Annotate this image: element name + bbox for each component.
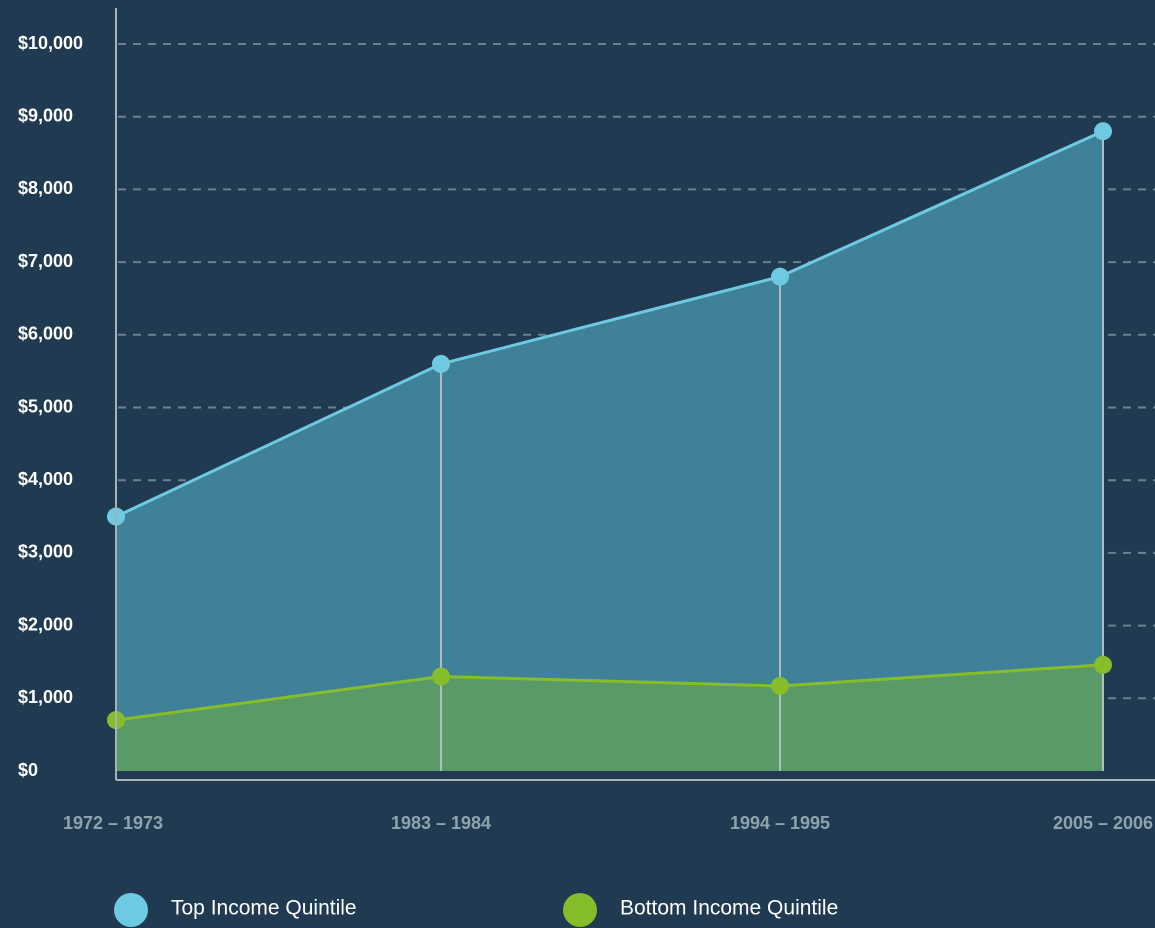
point [1094,655,1112,674]
point [432,667,450,686]
y-tick-label: $8,000 [18,178,73,198]
y-tick-label: $6,000 [18,324,73,344]
point [432,354,450,373]
y-tick-label: $9,000 [18,105,73,125]
legend-label: Top Income Quintile [171,897,357,920]
point [771,676,789,695]
y-tick-label: $7,000 [18,251,73,271]
area [116,664,1103,771]
legend-swatch [114,893,148,927]
point [1094,122,1112,141]
area [116,131,1103,772]
y-tick-label: $5,000 [18,396,73,416]
line [115,129,1104,518]
y-tick-label: $1,000 [18,687,73,707]
line [115,663,1104,722]
x-tick-label: 1983 – 1984 [391,813,491,833]
legend-label: Bottom Income Quintile [620,897,838,920]
y-tick-label: $2,000 [18,614,73,634]
y-tick-label: $3,000 [18,542,73,562]
legend-swatch [563,893,597,927]
y-tick-label: $0 [18,760,38,780]
x-tick-label: 1994 – 1995 [730,813,830,833]
x-tick-label: 1972 – 1973 [63,813,163,833]
y-tick-label: $10,000 [18,33,83,53]
point [771,267,789,286]
x-tick-label: 2005 – 2006 [1053,813,1153,833]
y-tick-label: $4,000 [18,469,73,489]
